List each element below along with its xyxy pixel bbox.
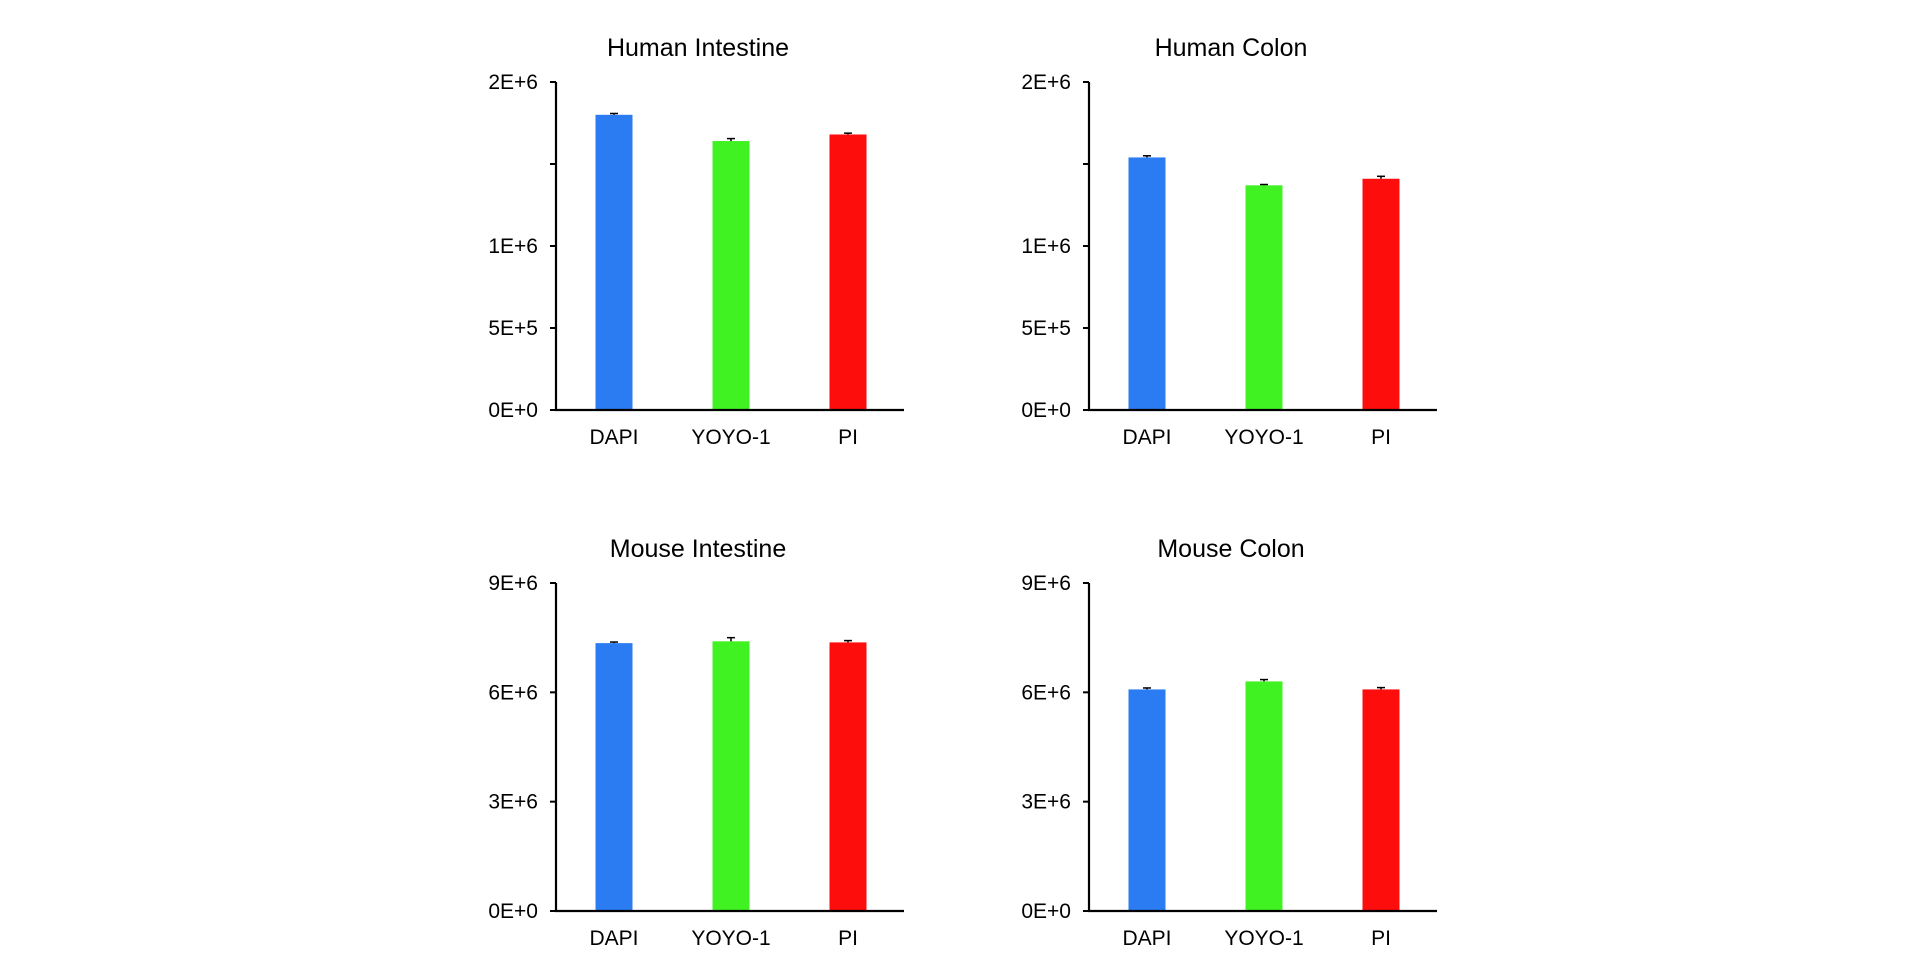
x-tick-label: DAPI: [589, 426, 638, 449]
y-tick-label: 2E+6: [1021, 71, 1071, 94]
y-tick-label: 0E+0: [488, 900, 538, 923]
bar-dapi: [1128, 157, 1166, 410]
y-tick-label: 0E+0: [1021, 399, 1071, 422]
x-tick-label: DAPI: [1122, 927, 1171, 950]
bar-pi: [829, 642, 867, 911]
y-tick-label: 0E+0: [488, 399, 538, 422]
y-tick-label: 1E+6: [488, 235, 538, 258]
chart-panel-human-colon: Human Colon DAPI YOYO-1 PI 0E+0 5E+5 1E+6 2E+6: [1021, 34, 1437, 449]
bar-pi: [829, 134, 867, 411]
x-tick-label: PI: [838, 927, 858, 950]
chart-panel-human-intestine: Human Intestine DAPI YOYO-1 PI 0E+0 5E+5 1E+6…: [488, 34, 904, 449]
chart-panel-mouse-colon: Mouse Colon DAPI YOYO-1 PI 0E+0 3E+6 6E+6 9E+6: [1021, 535, 1437, 950]
y-tick-label: 5E+5: [1021, 317, 1071, 340]
chart-panel-mouse-intestine: Mouse Intestine DAPI YOYO-1 PI 0E+0 3E+6 6E+6…: [488, 535, 904, 950]
y-tick-label: 0E+0: [1021, 900, 1071, 923]
bar-pi: [1362, 689, 1400, 911]
bar-yoyo-1: [712, 641, 750, 911]
x-tick-label: YOYO-1: [691, 927, 770, 950]
x-tick-label: YOYO-1: [691, 426, 770, 449]
bar-pi: [1362, 178, 1400, 410]
chart-title: Human Colon: [1155, 34, 1308, 62]
y-tick-label: 1E+6: [1021, 235, 1071, 258]
y-tick-label: 6E+6: [488, 681, 538, 704]
bar-dapi: [595, 643, 633, 911]
x-tick-label: YOYO-1: [1224, 426, 1303, 449]
y-tick-label: 9E+6: [488, 572, 538, 595]
x-tick-label: DAPI: [1122, 426, 1171, 449]
chart-title: Mouse Colon: [1157, 535, 1304, 563]
y-tick-label: 3E+6: [1021, 791, 1071, 814]
bar-yoyo-1: [712, 141, 750, 411]
y-tick-label: 2E+6: [488, 71, 538, 94]
chart-title: Human Intestine: [607, 34, 789, 62]
x-tick-label: PI: [1371, 426, 1391, 449]
chart-title: Mouse Intestine: [610, 535, 787, 563]
y-tick-label: 6E+6: [1021, 681, 1071, 704]
x-tick-label: DAPI: [589, 927, 638, 950]
x-tick-label: PI: [838, 426, 858, 449]
y-tick-label: 9E+6: [1021, 572, 1071, 595]
bar-yoyo-1: [1245, 681, 1283, 911]
bar-dapi: [595, 114, 633, 411]
y-tick-label: 5E+5: [488, 317, 538, 340]
x-tick-label: PI: [1371, 927, 1391, 950]
x-tick-label: YOYO-1: [1224, 927, 1303, 950]
bar-dapi: [1128, 689, 1166, 911]
bar-yoyo-1: [1245, 185, 1283, 410]
y-tick-label: 3E+6: [488, 791, 538, 814]
